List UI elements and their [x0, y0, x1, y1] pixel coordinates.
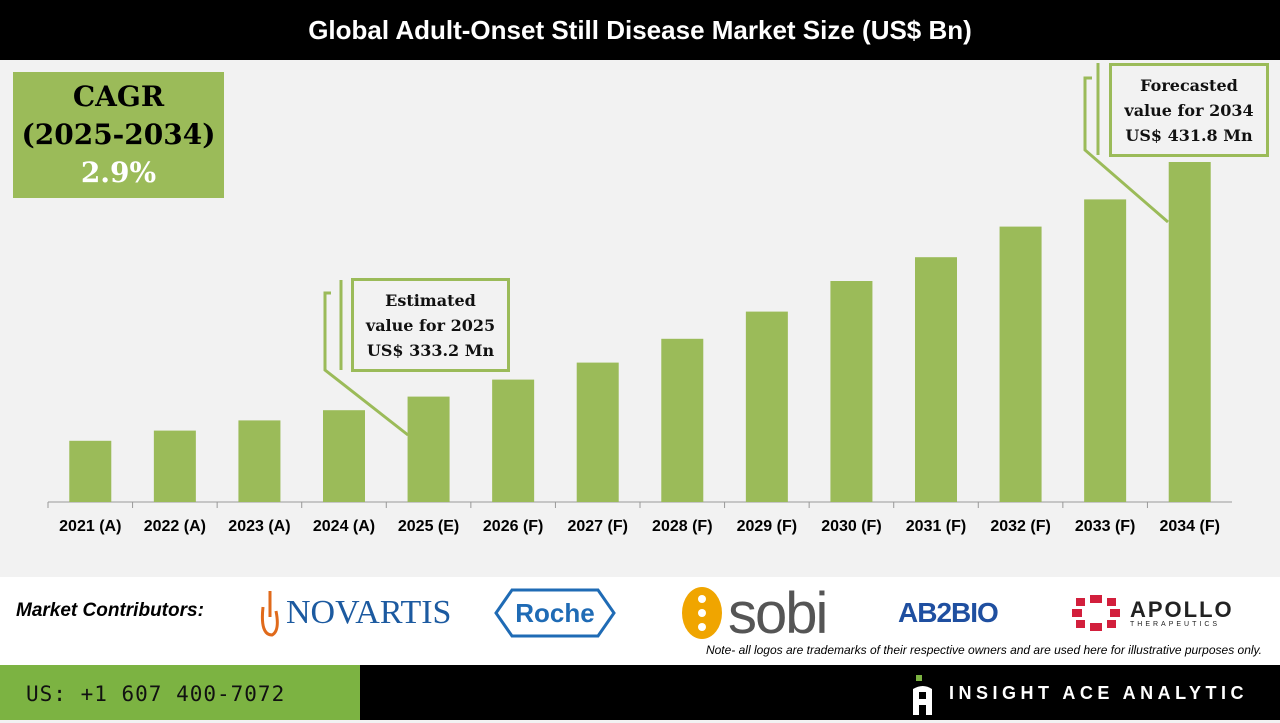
- x-tick-label: 2032 (F): [990, 518, 1050, 535]
- phone-number: US: +1 607 400-7072: [0, 665, 360, 720]
- svg-text:Roche: Roche: [515, 598, 594, 628]
- x-tick-label: 2024 (A): [313, 518, 375, 535]
- estimated-line3: US$ 333.2 Mn: [366, 341, 495, 360]
- bar-2024 (A): [323, 410, 365, 502]
- cagr-value: 2.9%: [80, 156, 157, 189]
- bar-2032 (F): [999, 226, 1042, 502]
- bar-2026 (F): [492, 379, 535, 502]
- bar-2033 (F): [1084, 199, 1127, 502]
- sobi-logo: sobi: [680, 581, 828, 646]
- forecast-line3: US$ 431.8 Mn: [1125, 126, 1253, 145]
- contributors-label: Market Contributors:: [16, 600, 204, 621]
- bar-2027 (F): [576, 362, 619, 502]
- x-tick-label: 2029 (F): [737, 518, 797, 535]
- roche-logo: Roche: [494, 585, 616, 641]
- market-contributors: Market Contributors: NOVARTIS Roche sobi…: [0, 577, 1280, 665]
- x-tick-label: 2025 (E): [398, 518, 459, 535]
- x-tick-label: 2030 (F): [821, 518, 881, 535]
- x-tick-label: 2023 (A): [228, 518, 290, 535]
- novartis-logo: NOVARTIS: [258, 585, 451, 641]
- brand-name: INSIGHT ACE ANALYTIC: [948, 683, 1248, 703]
- bar-2028 (F): [661, 338, 704, 502]
- x-tick-label: 2031 (F): [906, 518, 966, 535]
- x-tick-label: 2026 (F): [483, 518, 543, 535]
- forecast-callout-leader: [1083, 76, 1169, 224]
- estimated-line2: value for 2025: [365, 316, 496, 335]
- footer-brand-bar: INSIGHT ACE ANALYTIC: [360, 665, 1280, 720]
- trademark-note: Note- all logos are trademarks of their …: [705, 643, 1262, 657]
- x-tick-label: 2033 (F): [1075, 518, 1135, 535]
- bar-2030 (F): [830, 281, 873, 502]
- bar-2025 (E): [407, 396, 450, 502]
- bar-chart: 2021 (A) 2022 (A) 2023 (A) 2024 (A) 2025 (E)…: [47, 63, 1232, 535]
- bar-2023 (A): [238, 420, 281, 502]
- cagr-period: (2025-2034): [21, 118, 216, 151]
- x-tick-label: 2028 (F): [652, 518, 712, 535]
- forecast-line1: Forecasted: [1140, 76, 1238, 95]
- estimated-line1: Estimated: [385, 291, 476, 310]
- forecast-line2: value for 2034: [1124, 101, 1254, 120]
- x-tick-label: 2027 (F): [567, 518, 627, 535]
- chart-title: Global Adult-Onset Still Disease Market …: [0, 0, 1280, 60]
- estimated-callout-leader: [323, 291, 409, 437]
- bar-2022 (A): [153, 430, 196, 502]
- insight-ace-logo-icon: [913, 675, 932, 715]
- bar-2031 (F): [915, 257, 957, 502]
- chart-area: 2021 (A) 2022 (A) 2023 (A) 2024 (A) 2025 (E)…: [0, 60, 1280, 577]
- forecast-callout: Forecasted value for 2034 US$ 431.8 Mn: [1109, 63, 1269, 157]
- apollo-logo: APOLLO THERAPEUTICS: [1070, 585, 1234, 641]
- cagr-box: CAGR (2025-2034) 2.9%: [13, 72, 224, 198]
- bar-2029 (F): [745, 311, 788, 502]
- estimated-callout: Estimated value for 2025 US$ 333.2 Mn: [351, 278, 510, 372]
- x-tick-label: 2022 (A): [144, 518, 206, 535]
- bar-2034 (F): [1168, 162, 1211, 502]
- x-tick-label: 2034 (F): [1159, 518, 1219, 535]
- bar-2021 (A): [69, 440, 112, 502]
- cagr-label: CAGR: [72, 80, 165, 113]
- ab2bio-logo: AB2BIO: [898, 597, 999, 628]
- x-tick-label: 2021 (A): [59, 518, 121, 535]
